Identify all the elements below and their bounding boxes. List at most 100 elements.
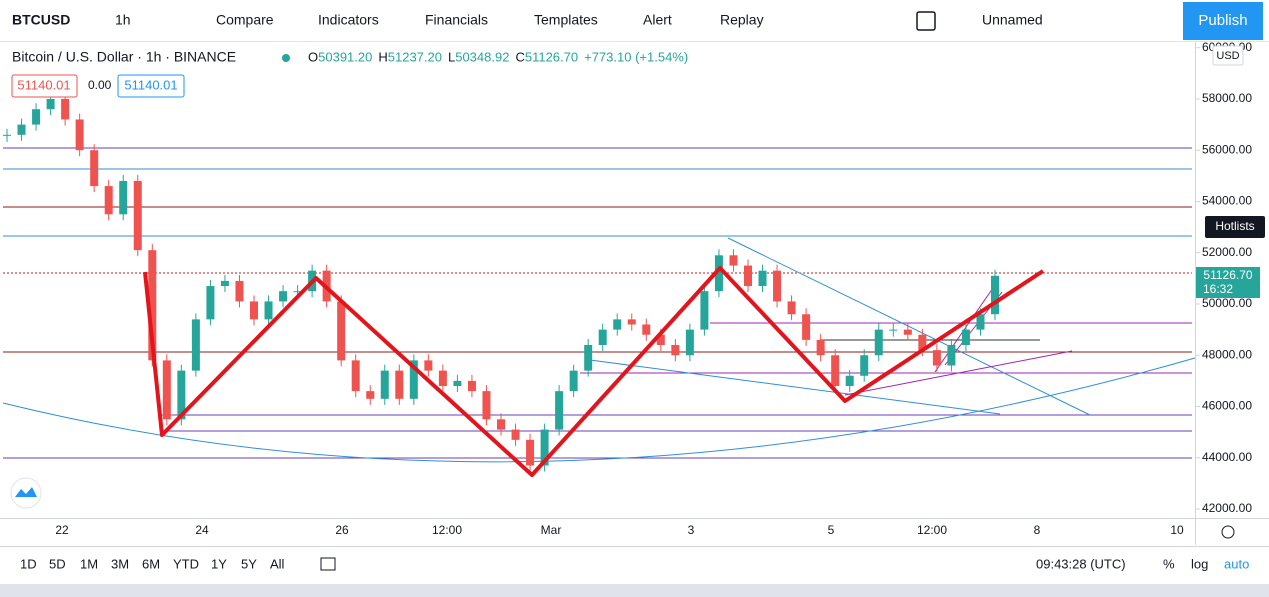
toolbar-item[interactable]: Replay [720, 12, 764, 28]
ohlc-key: C [515, 49, 524, 64]
candle [409, 360, 418, 399]
x-tick-label: 5 [828, 523, 835, 537]
spread: 0.00 [88, 78, 112, 92]
candle [351, 360, 360, 392]
candle [918, 334, 927, 351]
candle [61, 98, 70, 120]
candle [104, 186, 113, 215]
percent-toggle[interactable]: % [1163, 556, 1175, 571]
bottom-bar: 1D 5D 1M 3M 6M YTD 1Y 5Y All [20, 556, 285, 571]
trend-line [844, 350, 1073, 396]
bid: 51140.01 [17, 77, 70, 92]
candle [497, 419, 505, 430]
countdown: 16:32 [1203, 282, 1233, 296]
candle [148, 250, 157, 361]
candle [976, 314, 985, 330]
ohlc-value: 51237.20 [388, 49, 442, 64]
icon[interactable] [916, 11, 936, 31]
candle [932, 350, 941, 366]
candle [366, 391, 375, 399]
candle [424, 360, 433, 371]
range-button[interactable]: 5D [49, 556, 66, 571]
zigzag [143, 266, 1045, 477]
settings-icon[interactable] [1221, 525, 1235, 539]
currency: USD [1216, 50, 1239, 62]
candle [75, 119, 84, 151]
candle [526, 439, 535, 466]
candle [162, 360, 171, 420]
candle [613, 319, 622, 330]
candle [3, 134, 11, 136]
candle [700, 291, 709, 330]
x-tick-label: 22 [55, 523, 69, 537]
toolbar-item[interactable]: Alert [643, 12, 672, 28]
toolbar: Compare Indicators Financials Templates Aler… [216, 12, 764, 28]
status-dot [282, 54, 290, 62]
ohlc-key: O [308, 49, 318, 64]
candle [744, 265, 752, 287]
symbol-title: Bitcoin / U.S. Dollar · 1h · BINANCE [12, 49, 236, 65]
hotlists-box[interactable] [1205, 216, 1265, 238]
candle [656, 334, 665, 345]
candle [584, 344, 593, 371]
candle [90, 150, 99, 187]
y-tick-label: 46000.00 [1202, 399, 1252, 413]
change: +773.10 (+1.54%) [584, 49, 688, 64]
x-tick-label: 26 [335, 523, 349, 537]
toolbar-item[interactable]: Financials [425, 12, 488, 28]
y-tick-label: 54000.00 [1202, 194, 1252, 208]
candle [729, 255, 738, 266]
range-button[interactable]: YTD [173, 556, 199, 571]
date-range-icon[interactable] [320, 557, 336, 571]
ask: 51140.01 [124, 77, 177, 92]
x-tick-label: 12:00 [432, 523, 462, 537]
range-button[interactable]: 1Y [211, 556, 227, 571]
candle [671, 344, 680, 356]
candle [46, 98, 55, 110]
candle [438, 370, 447, 387]
x-tick-label: 3 [688, 523, 695, 537]
toolbar-item[interactable]: Indicators [318, 12, 379, 28]
last-price: 51126.70 [1203, 268, 1252, 282]
symbol[interactable]: BTCUSD [12, 12, 70, 28]
ohlc-value: 50348.92 [455, 49, 509, 64]
candle [467, 380, 476, 392]
x-tick-label: 24 [195, 523, 209, 537]
auto-toggle[interactable]: auto [1224, 556, 1249, 571]
trend-line [934, 284, 996, 373]
candle [787, 301, 796, 315]
y-tick-label: 56000.00 [1202, 142, 1252, 156]
candle [961, 329, 970, 345]
candle [279, 291, 288, 302]
candle [395, 370, 404, 399]
range-button[interactable]: 6M [142, 556, 160, 571]
candle [511, 429, 520, 440]
candle [453, 380, 462, 387]
candle [17, 124, 26, 135]
drawings [2, 147, 1196, 463]
candle [758, 270, 767, 287]
range-button[interactable]: 3M [111, 556, 129, 571]
candle [874, 329, 883, 356]
candle [220, 280, 229, 287]
toolbar-item[interactable]: Compare [216, 12, 274, 28]
range-button[interactable]: 1D [20, 556, 37, 571]
layout-name[interactable]: Unnamed [982, 12, 1043, 28]
candle [831, 355, 840, 387]
bid-box[interactable] [11, 74, 78, 98]
range-button[interactable]: 1M [80, 556, 98, 571]
range-button[interactable]: All [270, 556, 285, 571]
range-button[interactable]: 5Y [241, 556, 257, 571]
candle [482, 391, 491, 420]
ask-box[interactable] [117, 74, 185, 98]
toolbar-item[interactable]: Templates [534, 12, 598, 28]
candle [235, 280, 244, 302]
publish-button[interactable] [1183, 2, 1263, 40]
ohlc-value: 50391.20 [318, 49, 372, 64]
currency-box[interactable] [1212, 45, 1244, 66]
panel [0, 0, 1269, 584]
candle [773, 270, 782, 302]
log-toggle[interactable]: log [1191, 556, 1208, 571]
interval[interactable]: 1h [115, 12, 131, 28]
